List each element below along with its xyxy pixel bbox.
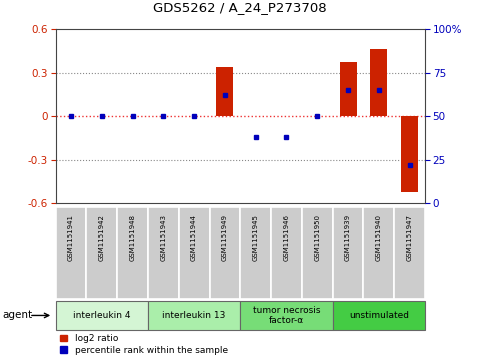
Text: interleukin 13: interleukin 13 — [162, 311, 226, 320]
Text: GSM1151939: GSM1151939 — [345, 214, 351, 261]
Legend: log2 ratio, percentile rank within the sample: log2 ratio, percentile rank within the s… — [60, 334, 227, 355]
Bar — [240, 207, 271, 299]
Bar — [401, 116, 418, 192]
Bar — [370, 49, 387, 116]
Bar — [148, 207, 179, 299]
Bar — [179, 207, 210, 299]
Text: GSM1151941: GSM1151941 — [68, 214, 74, 261]
Text: GSM1151949: GSM1151949 — [222, 214, 228, 261]
Bar — [333, 207, 364, 299]
Text: GSM1151945: GSM1151945 — [253, 214, 259, 261]
Text: agent: agent — [2, 310, 32, 321]
Text: interleukin 4: interleukin 4 — [73, 311, 130, 320]
Text: GSM1151948: GSM1151948 — [129, 214, 136, 261]
Text: GSM1151946: GSM1151946 — [284, 214, 289, 261]
Bar — [56, 301, 148, 330]
Bar — [333, 301, 425, 330]
Text: GSM1151940: GSM1151940 — [376, 214, 382, 261]
Bar — [210, 207, 240, 299]
Bar — [148, 301, 241, 330]
Bar — [364, 207, 394, 299]
Text: GSM1151947: GSM1151947 — [407, 214, 412, 261]
Bar — [117, 207, 148, 299]
Text: GDS5262 / A_24_P273708: GDS5262 / A_24_P273708 — [154, 1, 327, 15]
Text: GSM1151950: GSM1151950 — [314, 214, 320, 261]
Text: unstimulated: unstimulated — [349, 311, 409, 320]
Bar — [340, 62, 356, 116]
Bar — [56, 207, 86, 299]
Text: GSM1151944: GSM1151944 — [191, 214, 197, 261]
Bar — [302, 207, 333, 299]
Text: tumor necrosis
factor-α: tumor necrosis factor-α — [253, 306, 320, 325]
Bar — [240, 301, 333, 330]
Bar — [394, 207, 425, 299]
Bar — [216, 67, 233, 116]
Bar — [86, 207, 117, 299]
Text: GSM1151943: GSM1151943 — [160, 214, 166, 261]
Bar — [271, 207, 302, 299]
Text: GSM1151942: GSM1151942 — [99, 214, 105, 261]
